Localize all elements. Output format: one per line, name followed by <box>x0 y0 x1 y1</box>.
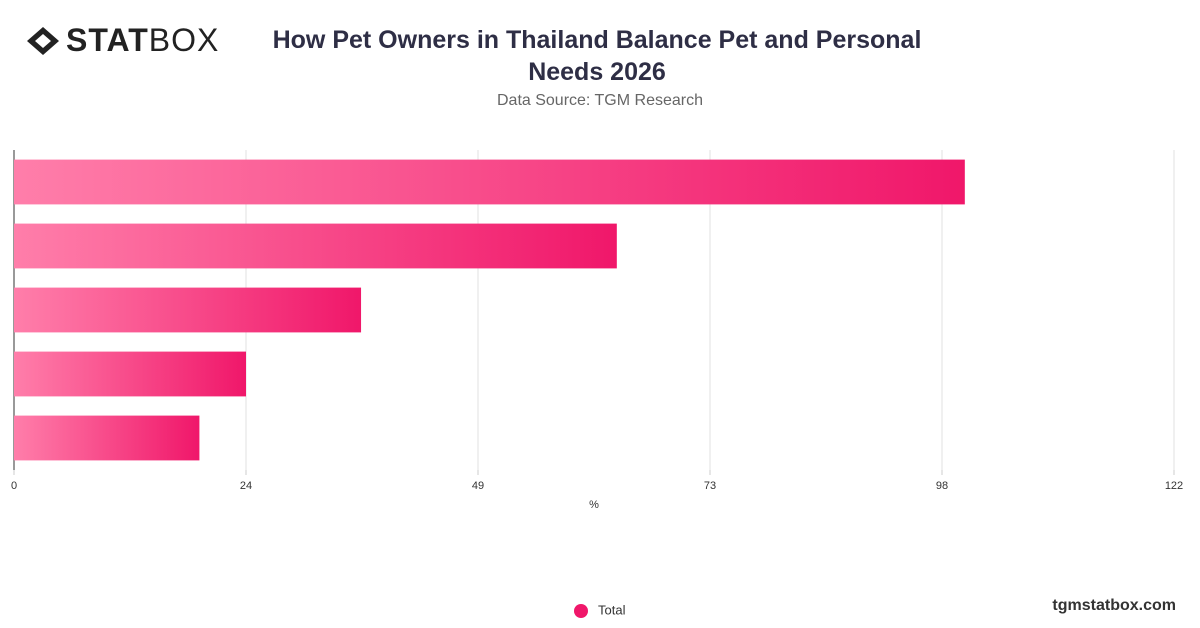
x-tick-label: 49 <box>472 480 484 492</box>
chart-subtitle: Data Source: TGM Research <box>496 92 703 109</box>
x-tick-label: 98 <box>936 480 948 492</box>
logo: STAT BOX <box>26 22 219 59</box>
x-axis-label: % <box>589 499 599 511</box>
legend-marker <box>574 604 588 618</box>
bar <box>14 351 246 397</box>
footer: tgmstatbox.com <box>1052 597 1176 614</box>
legend-label: Total <box>598 602 626 617</box>
x-tick-label: 73 <box>704 480 716 492</box>
bar <box>14 159 965 205</box>
x-tick-label: 24 <box>240 480 252 492</box>
logo-icon <box>27 26 59 55</box>
bar <box>14 415 200 461</box>
logo-text: STAT <box>66 22 149 58</box>
bar <box>14 223 617 269</box>
x-tick-label: 122 <box>1165 480 1183 492</box>
bar <box>14 287 362 333</box>
chart-title: How Pet Owners in Thailand Balance Pet a… <box>272 26 922 86</box>
x-tick-label: 0 <box>11 480 17 492</box>
logo-text: BOX <box>148 22 220 58</box>
